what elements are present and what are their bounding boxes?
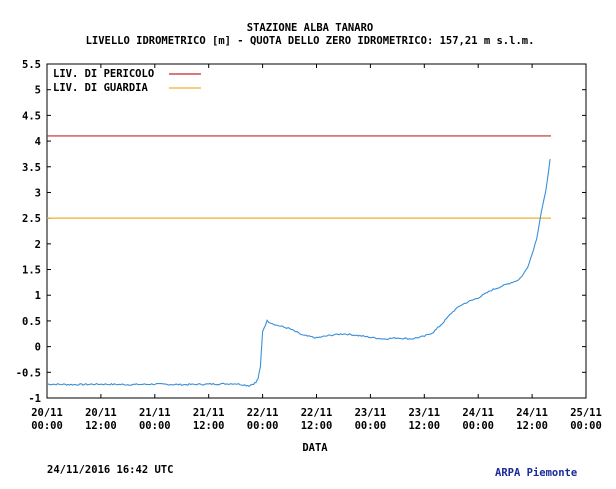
x-tick-label-day: 22/11 — [301, 407, 333, 419]
legend-label-guardia: LIV. DI GUARDIA — [53, 82, 149, 94]
legend: LIV. DI PERICOLO LIV. DI GUARDIA — [53, 68, 201, 94]
y-tick-label: 5.5 — [22, 59, 41, 71]
x-tick-label-time: 00:00 — [462, 420, 494, 432]
x-tick-label-day: 23/11 — [408, 407, 440, 419]
y-tick-label: 1.5 — [22, 265, 41, 277]
y-tick-label: 3 — [35, 187, 41, 199]
x-tick-label-day: 20/11 — [31, 407, 63, 419]
x-tick-label-time: 12:00 — [85, 420, 117, 432]
x-tick-label-day: 21/11 — [193, 407, 225, 419]
x-tick-label-day: 22/11 — [247, 407, 279, 419]
series-line-livello — [47, 159, 551, 387]
x-tick-label-day: 24/11 — [516, 407, 548, 419]
y-tick-label: -1 — [28, 393, 41, 405]
x-tick-label-time: 00:00 — [247, 420, 279, 432]
x-axis: 20/1100:0020/1112:0021/1100:0021/1112:00… — [31, 64, 602, 432]
y-tick-label: 1 — [35, 290, 41, 302]
plot-frame — [46, 63, 587, 399]
footer-timestamp: 24/11/2016 16:42 UTC — [47, 464, 174, 476]
x-tick-label-day: 20/11 — [85, 407, 117, 419]
y-tick-label: -0.5 — [16, 367, 41, 379]
y-tick-label: 2 — [35, 239, 41, 251]
threshold-lines — [47, 135, 551, 219]
y-tick-label: 4 — [35, 136, 41, 148]
x-tick-label-time: 00:00 — [570, 420, 602, 432]
x-tick-label-day: 24/11 — [462, 407, 494, 419]
y-tick-label: 2.5 — [22, 213, 41, 225]
y-tick-label: 4.5 — [22, 110, 41, 122]
x-tick-label-day: 23/11 — [355, 407, 387, 419]
x-tick-label-time: 00:00 — [139, 420, 171, 432]
x-tick-label-day: 25/11 — [570, 407, 602, 419]
y-tick-label: 0.5 — [22, 316, 41, 328]
x-tick-label-time: 12:00 — [193, 420, 225, 432]
x-axis-label: DATA — [302, 442, 328, 454]
chart-title: STAZIONE ALBA TANARO — [247, 22, 373, 34]
x-tick-label-time: 12:00 — [516, 420, 548, 432]
y-tick-label: 0 — [35, 342, 41, 354]
x-tick-label-day: 21/11 — [139, 407, 171, 419]
legend-label-pericolo: LIV. DI PERICOLO — [53, 68, 154, 80]
y-axis: 5.5 5 4.5 4 3.5 3 2.5 2 1.5 1 0.5 0 -0.5 -1 — [16, 59, 586, 405]
series-lines — [47, 159, 551, 387]
y-tick-label: 5 — [35, 85, 41, 97]
x-tick-label-time: 00:00 — [31, 420, 63, 432]
chart-subtitle: LIVELLO IDROMETRICO [m] - QUOTA DELLO ZE… — [86, 35, 535, 47]
x-tick-label-time: 00:00 — [355, 420, 387, 432]
x-tick-label-time: 12:00 — [408, 420, 440, 432]
footer-source: ARPA Piemonte — [495, 467, 578, 479]
x-tick-label-time: 12:00 — [301, 420, 333, 432]
y-tick-label: 3.5 — [22, 162, 41, 174]
